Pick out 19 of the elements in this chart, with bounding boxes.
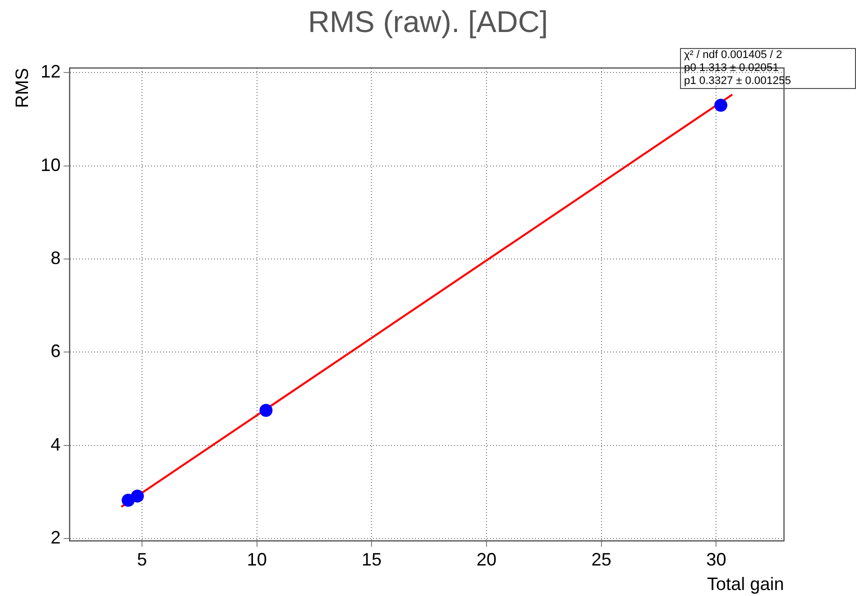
- x-tick-label: 15: [362, 550, 382, 570]
- y-axis-title: RMS: [12, 68, 32, 108]
- x-tick-label: 25: [591, 550, 612, 570]
- text: χ² / ndf 0.001405 / 2: [684, 49, 784, 62]
- point: [260, 404, 273, 417]
- y-tick-label: 10: [40, 154, 61, 175]
- point: [130, 490, 144, 503]
- x-tick-label: 10: [246, 550, 267, 570]
- x-tick-label: 5: [136, 550, 147, 570]
- chart-title: RMS (raw). [ADC]: [307, 6, 549, 40]
- y-tick-label: 8: [50, 248, 61, 268]
- x-axis-title: Total gain: [706, 574, 784, 594]
- x-tick-label: 20: [476, 550, 497, 570]
- y-tick-label: 4: [50, 434, 61, 454]
- y-tick-label: 2: [50, 527, 61, 548]
- x-tick-label: 30: [706, 550, 726, 570]
- y-tick-label: 12: [40, 62, 61, 82]
- point: [714, 98, 728, 112]
- y-tick-label: 6: [50, 341, 61, 362]
